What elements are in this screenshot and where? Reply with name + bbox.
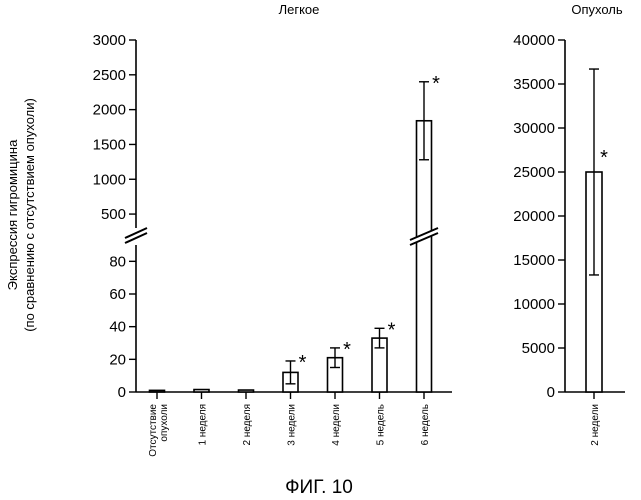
lung-panel-title: Легкое (279, 2, 320, 17)
lung-y-tick-label: 500 (101, 206, 126, 223)
category-label-2-неделя: 2 неделя (242, 404, 253, 446)
significance-marker: * (299, 352, 307, 374)
category-label-line: 4 недели (331, 404, 342, 446)
tumor-y-tick-label: 25000 (513, 164, 555, 181)
bar-6-недель (417, 121, 432, 392)
category-label-line: 3 недели (287, 404, 298, 446)
tumor-y-tick-label: 20000 (513, 208, 555, 225)
lung-y-tick-label: 1500 (93, 136, 126, 153)
figure-label: ФИГ. 10 (285, 477, 353, 498)
y-axis-label-line-1: Экспрессия гигромицина (5, 139, 20, 290)
bar-2-неделя (239, 390, 254, 392)
category-label-line: 6 недель (420, 404, 431, 445)
category-label-2-недели: 2 недели (590, 404, 601, 446)
significance-marker: * (388, 319, 396, 341)
tumor-y-tick-label: 5000 (522, 340, 555, 357)
tumor-y-tick-label: 30000 (513, 120, 555, 137)
category-label-line: Отсутствие (148, 404, 159, 457)
lung-y-tick-label: 2500 (93, 67, 126, 84)
category-label-line: 5 недель (376, 404, 387, 445)
category-label-5-недель: 5 недель (376, 404, 387, 445)
lung-axis-break-mark (125, 233, 147, 243)
tumor-y-tick-label: 40000 (513, 32, 555, 49)
significance-marker: * (343, 339, 351, 361)
category-label-line: 2 недели (590, 404, 601, 446)
category-label-6-недель: 6 недель (420, 404, 431, 445)
lung-axis-break-mark (125, 228, 147, 238)
lung-y-tick-label: 80 (109, 253, 126, 270)
lung-y-tick-label: 0 (118, 384, 126, 401)
lung-y-tick-label: 40 (109, 319, 126, 336)
bar-1-неделя (194, 390, 209, 392)
tumor-y-tick-label: 35000 (513, 76, 555, 93)
tumor-y-tick-label: 15000 (513, 252, 555, 269)
category-label-3-недели: 3 недели (287, 404, 298, 446)
tumor-plot: 0 5000 10000 15000 20000 25000 30000 35000 40000… (513, 32, 625, 446)
significance-marker: * (600, 147, 608, 169)
lung-plot: 0 20 40 60 80 500 1000 1500 2000 2500 3000 Отсутств… (93, 32, 452, 457)
category-label-line: 1 неделя (198, 404, 209, 446)
category-label-1-неделя: 1 неделя (198, 404, 209, 446)
lung-y-tick-label: 20 (109, 351, 126, 368)
lung-y-tick-label: 3000 (93, 32, 126, 49)
lung-y-tick-label: 2000 (93, 102, 126, 119)
tumor-panel-title: Опухоль (571, 2, 623, 17)
category-label-4-недели: 4 недели (331, 404, 342, 446)
tumor-y-tick-label: 10000 (513, 296, 555, 313)
category-label-line: опухоли (159, 404, 170, 442)
significance-marker: * (432, 73, 440, 95)
lung-y-tick-label: 60 (109, 286, 126, 303)
y-axis-label-line-2: (по сравнению с отсутствием опухоли) (22, 98, 37, 332)
category-label-отсутствие-опухоли: Отсутствиеопухоли (148, 404, 170, 457)
category-label-line: 2 неделя (242, 404, 253, 446)
tumor-y-tick-label: 0 (547, 384, 555, 401)
bar-отсутствие-опухоли (150, 390, 165, 392)
lung-y-tick-label: 1000 (93, 171, 126, 188)
